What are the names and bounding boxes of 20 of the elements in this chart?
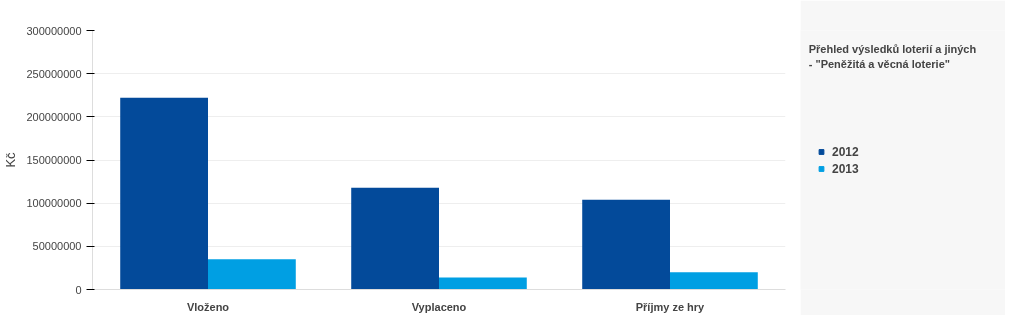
legend-label: 2012 [832,144,859,158]
y-tick-label: 100000000 [26,197,82,210]
text: Přehled výsledků loterií a jiných - "Peněžitá a věcná loterie" [808,43,977,70]
y-tick-label: 150000000 [26,154,82,166]
legend-label: 2013 [832,161,859,175]
bar [120,97,208,290]
y-tick-label: 250000000 [26,67,82,80]
bar [351,187,439,290]
y-tick-label: 50000000 [32,240,82,253]
bar [208,259,296,290]
y-tick-label: 0 [75,283,82,296]
y-tick-label: 200000000 [26,110,82,123]
bar [439,277,527,290]
x-tick-label: Vyplaceno [411,300,467,313]
y-tick-label: 300000000 [26,24,82,37]
y-axis-title: Kč [3,151,19,168]
bar [582,199,670,290]
x-tick-label: Vloženo [186,300,230,313]
x-tick-label: Příjmy ze hry [635,300,706,313]
bar [670,272,758,290]
